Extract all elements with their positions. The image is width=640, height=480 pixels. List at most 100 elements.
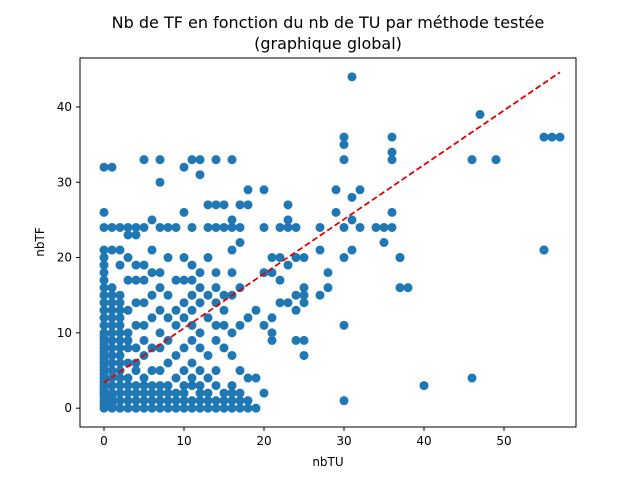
data-point <box>155 403 165 413</box>
data-point <box>235 238 245 247</box>
data-point <box>107 298 117 308</box>
data-point <box>219 305 229 315</box>
data-point <box>187 155 197 165</box>
data-point <box>139 320 149 330</box>
data-point <box>99 275 109 285</box>
points-layer <box>99 72 565 413</box>
data-point <box>123 230 133 240</box>
data-point <box>227 245 237 255</box>
data-point <box>115 305 125 315</box>
data-point <box>211 283 221 293</box>
data-point <box>99 320 109 330</box>
x-tick-label: 40 <box>416 434 431 448</box>
data-point <box>235 320 245 330</box>
data-point <box>179 381 189 391</box>
data-point <box>211 320 221 330</box>
data-point <box>299 253 309 263</box>
data-point <box>227 388 237 398</box>
data-point <box>219 388 229 398</box>
data-point <box>123 403 133 413</box>
data-point <box>275 298 285 308</box>
data-point <box>99 392 109 402</box>
data-point <box>187 396 197 406</box>
data-point <box>347 192 357 202</box>
data-point <box>299 283 309 293</box>
data-point <box>155 396 165 406</box>
data-point <box>115 366 125 376</box>
y-tick-label: 10 <box>57 326 72 340</box>
data-point <box>99 290 109 300</box>
data-point <box>99 347 109 357</box>
data-point <box>123 388 133 398</box>
data-point <box>259 388 269 398</box>
data-point <box>139 396 149 406</box>
data-point <box>99 268 109 278</box>
chart-subtitle: (graphique global) <box>254 34 402 53</box>
data-point <box>147 396 157 406</box>
data-point <box>379 238 389 247</box>
data-point <box>203 403 213 413</box>
data-point <box>115 396 125 406</box>
data-point <box>131 320 141 330</box>
data-point <box>227 381 237 391</box>
data-point <box>323 268 333 278</box>
data-point <box>131 403 141 413</box>
data-point <box>235 200 245 210</box>
y-tick-label: 0 <box>64 401 72 415</box>
data-point <box>171 350 181 360</box>
data-point <box>115 298 125 308</box>
data-point <box>251 373 261 383</box>
data-point <box>115 245 125 255</box>
data-point <box>107 245 117 255</box>
data-point <box>147 290 157 300</box>
data-point <box>267 313 277 323</box>
data-point <box>203 290 213 300</box>
data-point <box>99 298 109 308</box>
data-point <box>219 200 229 210</box>
data-point <box>155 366 165 376</box>
data-point <box>211 366 221 376</box>
data-point <box>555 132 565 142</box>
data-point <box>195 388 205 398</box>
data-point <box>211 335 221 345</box>
data-point <box>107 290 117 300</box>
data-point <box>219 320 229 330</box>
data-point <box>155 305 165 315</box>
data-point <box>379 222 389 232</box>
data-point <box>147 366 157 376</box>
data-point <box>107 222 117 232</box>
data-point <box>203 396 213 406</box>
data-point <box>259 185 269 195</box>
data-point <box>187 373 197 383</box>
data-point <box>179 396 189 406</box>
data-point <box>107 320 117 330</box>
data-point <box>243 185 253 195</box>
data-point <box>195 268 205 278</box>
data-point <box>179 366 189 376</box>
data-point <box>195 343 205 353</box>
data-point <box>267 253 277 263</box>
data-point <box>179 253 189 263</box>
data-point <box>123 253 133 263</box>
data-point <box>139 222 149 232</box>
data-point <box>155 155 165 165</box>
data-point <box>315 222 325 232</box>
data-point <box>171 373 181 383</box>
data-point <box>203 388 213 398</box>
data-point <box>99 399 109 409</box>
data-point <box>179 343 189 353</box>
data-point <box>539 132 549 142</box>
data-point <box>99 162 109 172</box>
data-point <box>211 268 221 278</box>
data-point <box>235 403 245 413</box>
data-point <box>299 350 309 360</box>
data-point <box>179 162 189 172</box>
data-point <box>123 343 133 353</box>
data-point <box>187 305 197 315</box>
data-point <box>283 222 293 232</box>
data-point <box>187 275 197 285</box>
data-point <box>211 403 221 413</box>
data-point <box>99 313 109 323</box>
data-point <box>187 335 197 345</box>
data-point <box>291 253 301 263</box>
